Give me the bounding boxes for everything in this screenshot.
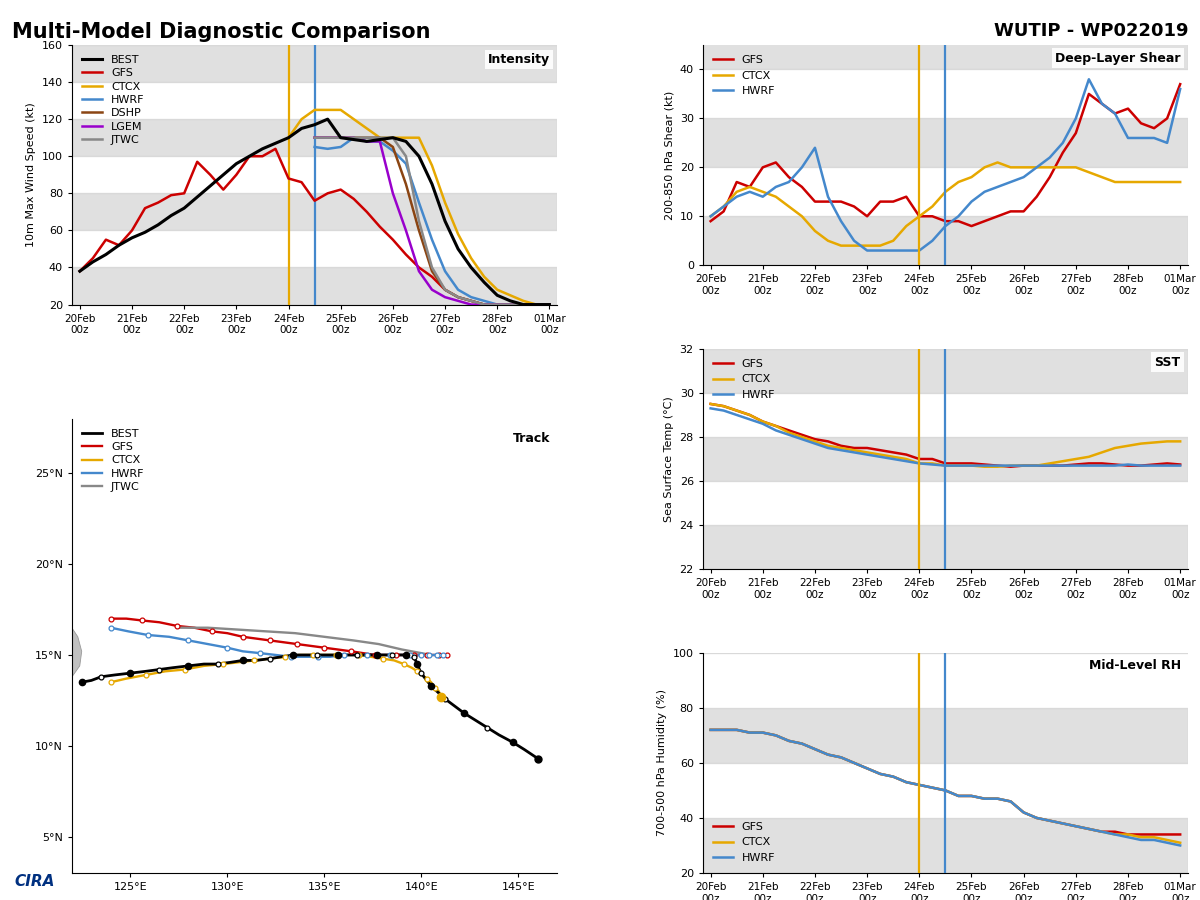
Bar xyxy=(703,119,1188,167)
Legend: GFS, CTCX, HWRF: GFS, CTCX, HWRF xyxy=(708,817,780,868)
Y-axis label: 10m Max Wind Speed (kt): 10m Max Wind Speed (kt) xyxy=(26,103,36,248)
Bar xyxy=(703,21,1188,69)
Y-axis label: 700-500 hPa Humidity (%): 700-500 hPa Humidity (%) xyxy=(658,689,667,836)
Y-axis label: Sea Surface Temp (°C): Sea Surface Temp (°C) xyxy=(664,396,674,522)
Polygon shape xyxy=(0,591,82,755)
Y-axis label: 200-850 hPa Shear (kt): 200-850 hPa Shear (kt) xyxy=(664,91,674,220)
Bar xyxy=(703,349,1188,393)
Text: WUTIP - WP022019: WUTIP - WP022019 xyxy=(994,22,1188,40)
Text: Deep-Layer Shear: Deep-Layer Shear xyxy=(1055,51,1181,65)
Text: Intensity: Intensity xyxy=(488,53,550,66)
Bar xyxy=(703,437,1188,481)
Polygon shape xyxy=(0,713,40,773)
Bar xyxy=(703,598,1188,652)
Text: Multi-Model Diagnostic Comparison: Multi-Model Diagnostic Comparison xyxy=(12,22,431,42)
Bar xyxy=(72,194,557,230)
Bar xyxy=(72,267,557,304)
Legend: BEST, GFS, CTCX, HWRF, DSHP, LGEM, JTWC: BEST, GFS, CTCX, HWRF, DSHP, LGEM, JTWC xyxy=(78,50,149,149)
Bar xyxy=(703,818,1188,873)
Bar xyxy=(72,119,557,157)
Legend: GFS, CTCX, HWRF: GFS, CTCX, HWRF xyxy=(708,50,780,101)
Bar xyxy=(703,216,1188,266)
Bar xyxy=(703,525,1188,569)
Text: CIRA: CIRA xyxy=(14,874,55,889)
Legend: BEST, GFS, CTCX, HWRF, JTWC: BEST, GFS, CTCX, HWRF, JTWC xyxy=(78,424,149,497)
Text: Track: Track xyxy=(512,432,550,446)
Bar xyxy=(703,707,1188,763)
Text: Mid-Level RH: Mid-Level RH xyxy=(1088,660,1181,672)
Legend: GFS, CTCX, HWRF: GFS, CTCX, HWRF xyxy=(708,355,780,404)
Bar xyxy=(72,45,557,82)
Text: SST: SST xyxy=(1154,356,1181,368)
